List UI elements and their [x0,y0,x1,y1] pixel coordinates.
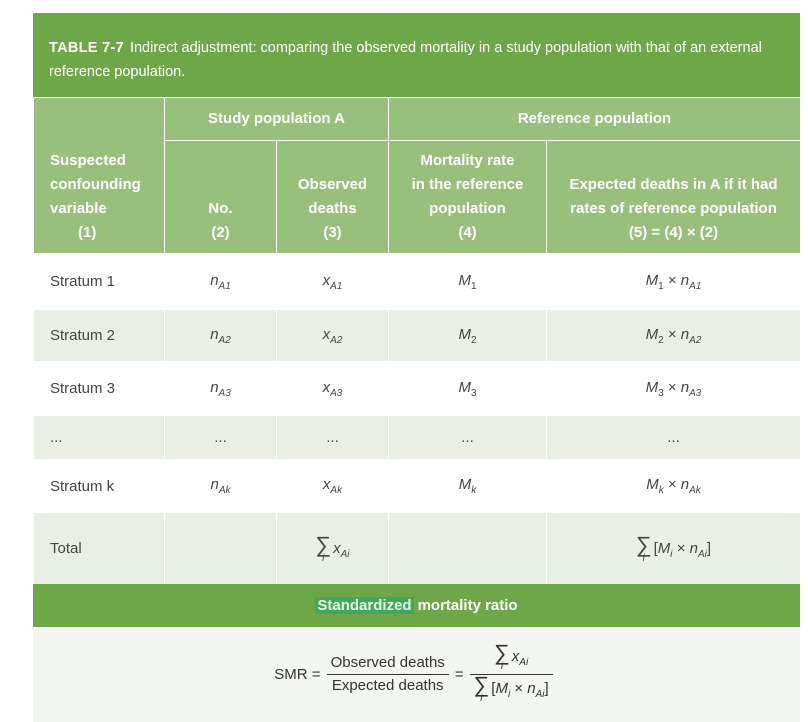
header-col1: Suspected confounding variable (1) [33,97,165,254]
total-observed: ∑ i xAi [276,512,389,585]
header-group-study: Study population A [164,97,389,141]
header-col4: Mortality rate in the reference populati… [388,140,547,254]
table-row: ... ... ... ... ... [33,415,802,460]
header-col5: Expected deaths in A if it had rates of … [545,140,802,254]
table-number: TABLE 7-7 [49,40,124,56]
stratum-label: Stratum k [33,459,165,513]
smr-fraction-words: Observed deaths Expected deaths [326,652,449,697]
table-row: Stratum k nAk xAk Mk Mk × nAk [33,459,802,513]
total-label: Total [33,512,165,585]
cell-x: xA2 [276,309,389,362]
cell-n: nAk [164,459,277,513]
ellipsis-cell: ... [276,415,389,460]
total-expected: ∑ i [Mi × nAi] [545,512,802,585]
table-title: TABLE 7-7 Indirect adjustment: comparing … [33,13,800,97]
header-col2: No. (2) [164,140,277,254]
smr-formula: SMR = Observed deaths Expected deaths = … [33,627,800,722]
cell-n: nA2 [164,309,277,362]
cell-x: xA3 [276,361,389,416]
cell-n: nA3 [164,361,277,416]
data-table: Suspected confounding variable (1) Study… [33,97,802,585]
cell-n: nA1 [164,253,277,310]
table-figure: TABLE 7-7 Indirect adjustment: comparing … [33,13,802,722]
sigma-symbol: ∑ i [635,531,652,564]
cell-m: M2 [388,309,547,362]
smr-lhs: SMR = [274,666,321,683]
cell-m: M3 [388,361,547,416]
total-m-empty [388,512,547,585]
ellipsis-cell: ... [164,415,277,460]
stratum-label: Stratum 1 [33,253,165,310]
cell-m: M1 [388,253,547,310]
cell-expected: M2 × nA2 [545,309,802,362]
ellipsis-cell: ... [388,415,547,460]
table-row: Stratum 3 nA3 xA3 M3 M3 × nA3 [33,361,802,416]
cell-expected: M3 × nA3 [545,361,802,416]
ellipsis-cell: ... [545,415,802,460]
smr-heading-rest: mortality ratio [417,597,518,614]
stratum-label: Stratum 3 [33,361,165,416]
cell-expected: M1 × nA1 [545,253,802,310]
smr-heading-highlight: Standardized [315,597,414,614]
smr-equals: = [454,666,464,683]
ellipsis-cell: ... [33,415,165,460]
sigma-symbol: ∑ i [315,531,332,564]
header-col3: Observed deaths (3) [276,140,389,254]
stratum-label: Stratum 2 [33,309,165,362]
total-n-empty [164,512,277,585]
cell-x: xA1 [276,253,389,310]
cell-x: xAk [276,459,389,513]
cell-expected: Mk × nAk [545,459,802,513]
table-row: Stratum 1 nA1 xA1 M1 M1 × nA1 [33,253,802,310]
table-caption: Indirect adjustment: comparing the obser… [49,40,762,80]
smr-heading: Standardized mortality ratio [33,584,800,627]
header-group-reference: Reference population [387,97,802,141]
table-row: Stratum 2 nA2 xA2 M2 M2 × nA2 [33,309,802,362]
total-row: Total ∑ i xAi ∑ i [Mi × nAi] [33,512,802,585]
smr-fraction-symbols: ∑ i xAi ∑ i [Mi × nAi] [469,642,553,706]
cell-m: Mk [388,459,547,513]
